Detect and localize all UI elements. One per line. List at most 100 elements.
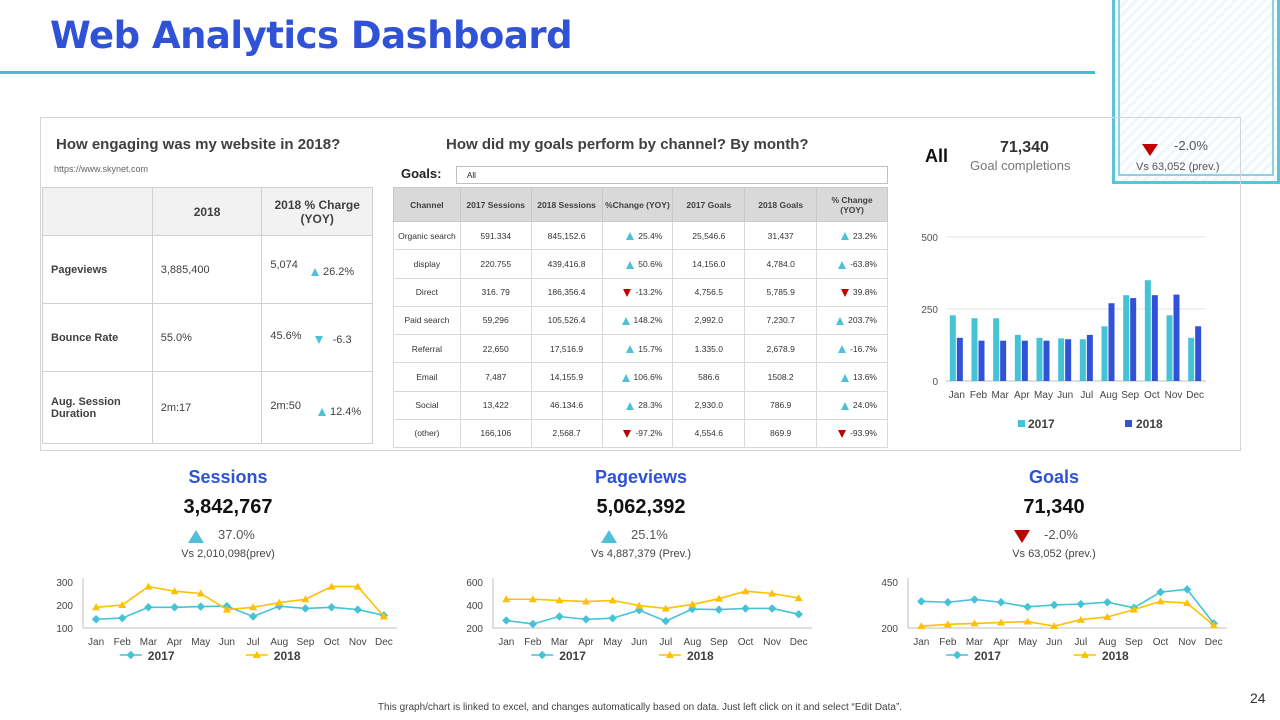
- table-cell: 439,416.8: [530, 249, 603, 279]
- x-tick-label: Jan: [88, 637, 104, 648]
- goal-completions-change: -2.0%: [1174, 138, 1208, 153]
- bar-2018: [1065, 339, 1072, 381]
- data-point: [917, 622, 926, 630]
- kpi-change: -2.0%: [1044, 527, 1078, 542]
- x-tick-label: Jan: [498, 637, 514, 648]
- x-tick-label: Aug: [270, 637, 288, 648]
- change-value: 106.6%: [633, 371, 663, 382]
- bar-2018: [1086, 334, 1093, 381]
- data-point: [301, 595, 310, 603]
- data-point: [714, 594, 723, 602]
- table-row: Paid search 59,296 105,526.4 148.2% 2,992.0 7…: [393, 305, 888, 336]
- down-arrow-icon: [840, 288, 849, 297]
- kpi-change: 37.0%: [218, 527, 255, 542]
- column-header-2018: 2018: [151, 187, 263, 236]
- table-cell: Referral: [393, 333, 461, 364]
- page-title: Web Analytics Dashboard: [50, 14, 573, 57]
- table-cell: Social: [393, 390, 461, 420]
- bar-2018: [1151, 295, 1158, 381]
- column-header: 2017 Goals: [672, 187, 746, 222]
- table-cell: Paid search: [393, 305, 461, 336]
- all-label: All: [925, 146, 949, 166]
- kpi-previous: Vs 4,887,379 (Prev.): [590, 548, 692, 560]
- change-cell: -97.2%: [601, 418, 674, 449]
- table-cell: 166,106: [459, 418, 532, 449]
- change-cell: 25.4%: [601, 220, 674, 251]
- bar-2018: [1173, 294, 1180, 381]
- y-tick-label: 200: [881, 624, 898, 635]
- up-arrow-icon: [626, 401, 635, 410]
- data-point: [555, 596, 564, 604]
- table-cell: 13,422: [459, 390, 532, 420]
- row-value-2018: 2m:50: [270, 399, 301, 412]
- up-arrow-icon: [838, 345, 847, 354]
- up-arrow-icon: [840, 373, 849, 382]
- table-row: Aug. Session Duration 2m:17 2m:50 12.4%: [42, 371, 373, 444]
- legend-label: 2018: [687, 649, 714, 663]
- table-row: Direct 316. 79 186,356.4 -13.2% 4,756.5 5,785…: [393, 277, 888, 307]
- table-cell: Email: [393, 362, 461, 392]
- bar-2017: [1014, 334, 1021, 381]
- table-row: Bounce Rate 55.0% 45.6% -6.3: [42, 303, 373, 372]
- table-cell: 17,516.9: [530, 333, 603, 364]
- data-point: [970, 619, 979, 627]
- change-value: 39.8%: [852, 287, 877, 298]
- bar-2017: [1036, 337, 1043, 381]
- data-point: [741, 587, 750, 595]
- change-value: 203.7%: [848, 315, 877, 326]
- table-row: Organic search 591.334 845,152.6 25.4% 25,54…: [393, 220, 888, 251]
- channel-table-header: Channel 2017 Sessions 2018 Sessions %Cha…: [393, 187, 888, 222]
- x-tick-label: Jul: [1080, 390, 1093, 401]
- up-arrow-icon: [840, 401, 849, 410]
- data-point: [1076, 615, 1085, 623]
- table-cell: 7,487: [459, 362, 532, 392]
- data-point: [1129, 605, 1138, 613]
- change-cell: 50.6%: [601, 249, 674, 279]
- table-cell: display: [393, 249, 461, 279]
- x-tick-label: Nov: [1178, 637, 1196, 648]
- bar-2017: [1101, 326, 1108, 381]
- table-row: Email 7,487 14,155.9 106.6% 586.6 1508.2 13.6%: [393, 362, 888, 392]
- legend-label: 2018: [1136, 417, 1163, 431]
- x-tick-label: Nov: [1165, 390, 1183, 401]
- bar-2018: [1000, 340, 1007, 381]
- y-tick-label: 450: [881, 578, 898, 589]
- legend-label: 2017: [974, 649, 1001, 663]
- bar-2017: [1188, 337, 1195, 381]
- table-row: Referral 22,650 17,516.9 15.7% 1.335.0 2,678.…: [393, 333, 888, 364]
- x-tick-label: Feb: [970, 390, 988, 401]
- data-point: [353, 582, 362, 590]
- data-point: [327, 582, 336, 590]
- x-tick-label: Apr: [1014, 390, 1030, 401]
- table-cell: 869.9: [744, 418, 818, 449]
- up-arrow-icon: [626, 260, 635, 269]
- table-cell: 4,756.5: [672, 277, 746, 307]
- x-tick-label: Oct: [738, 637, 754, 648]
- x-tick-label: May: [603, 637, 622, 648]
- data-point: [1103, 612, 1112, 620]
- data-point: [118, 601, 127, 608]
- data-point: [917, 597, 926, 606]
- table-cell: 220.755: [459, 249, 532, 279]
- change-cell: -16.7%: [816, 333, 888, 364]
- x-tick-label: Jan: [949, 390, 965, 401]
- up-arrow-icon: [626, 345, 635, 354]
- goals-line-chart: 200 450 Jan Feb Mar Apr May Jun Jul Aug Sep Oct Nov D…: [881, 578, 1227, 663]
- bar-2018: [1130, 298, 1137, 381]
- change-value: -13.2%: [635, 287, 663, 298]
- column-header-change: 2018 % Charge (YOY): [261, 187, 373, 236]
- kpi-value: 3,842,767: [183, 496, 273, 518]
- x-tick-label: Feb: [114, 637, 132, 648]
- row-value-2018: 45.6%: [270, 329, 302, 342]
- x-tick-label: Jul: [659, 637, 672, 648]
- table-cell: 2,678.9: [744, 333, 818, 364]
- goals-filter-select[interactable]: All: [456, 166, 888, 184]
- data-point: [1076, 599, 1086, 609]
- bar-2017: [971, 318, 978, 381]
- change-value: 24.0%: [852, 400, 877, 411]
- data-point: [661, 616, 671, 626]
- kpi-value: 5,062,392: [596, 496, 686, 518]
- bar-2017: [1079, 339, 1086, 381]
- corner-decoration-inner: [1118, 0, 1274, 176]
- data-point: [144, 582, 153, 590]
